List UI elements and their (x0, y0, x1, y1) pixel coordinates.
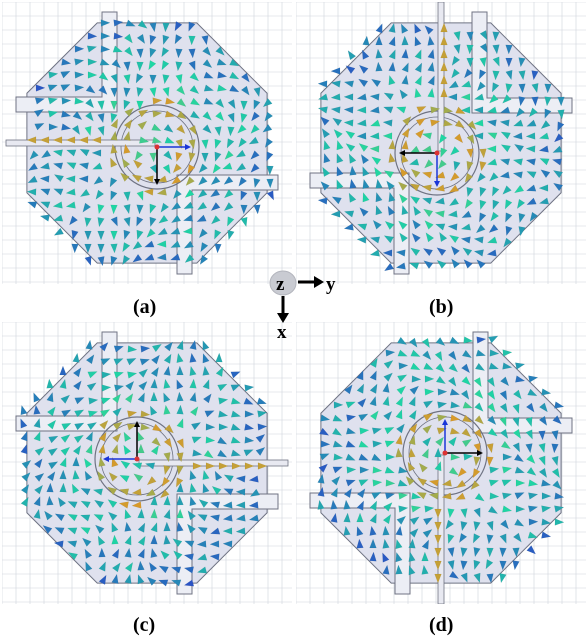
field-panel-b (296, 2, 586, 284)
center-ring (114, 104, 200, 190)
panel-label-c: (c) (133, 614, 156, 636)
feed-line (437, 454, 445, 604)
panel-label-d: (d) (429, 614, 454, 636)
antenna-structure (309, 331, 573, 604)
field-panel-c (2, 322, 292, 604)
field-vectors (317, 22, 565, 272)
panel-label-b: (b) (429, 296, 454, 318)
local-axis-triad (103, 421, 140, 462)
feed-line (5, 139, 156, 147)
field-vectors (26, 19, 274, 267)
field-panel-a (2, 2, 292, 284)
antenna-structure (5, 11, 279, 275)
x-axis-arrowhead (277, 313, 289, 323)
local-axis-triad (154, 144, 191, 185)
field-vectors (20, 339, 268, 587)
center-ring (402, 410, 488, 496)
feed-line (437, 2, 445, 152)
panel-label-a: (a) (133, 296, 157, 318)
y-axis-arrowhead (314, 276, 324, 288)
center-ring (94, 416, 180, 502)
x-axis-label: x (277, 322, 287, 340)
feed-line (138, 459, 289, 467)
antenna-structure (15, 331, 289, 595)
field-vectors (317, 335, 565, 584)
coordinate-axes: z y x (269, 270, 336, 340)
antenna-structure (309, 2, 573, 275)
field-panel-d (296, 322, 586, 604)
z-axis-marker (269, 270, 297, 296)
z-axis-label: z (276, 274, 285, 295)
local-axis-triad (442, 419, 483, 456)
local-axis-triad (399, 150, 440, 187)
y-axis-label: y (326, 274, 336, 295)
center-ring (394, 110, 480, 196)
